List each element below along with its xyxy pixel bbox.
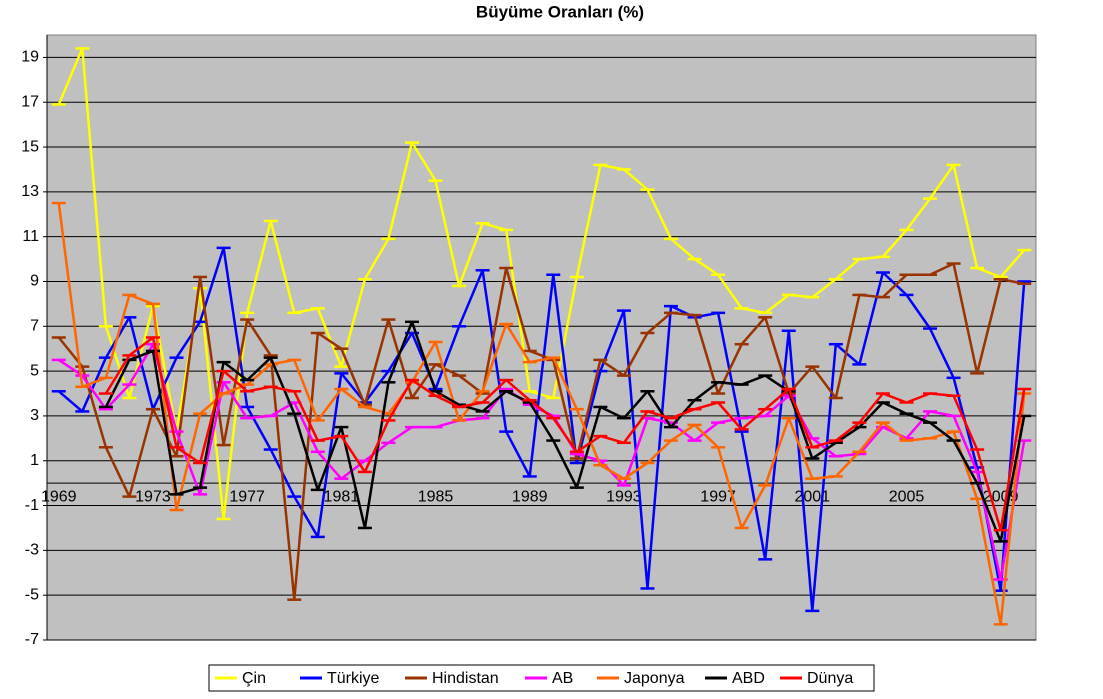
y-tick-label: 1 bbox=[30, 452, 39, 469]
legend-label: Dünya bbox=[807, 670, 853, 687]
y-tick-label: 19 bbox=[21, 49, 39, 66]
x-tick-label: 1969 bbox=[41, 488, 77, 505]
y-tick-label: -1 bbox=[25, 497, 39, 514]
y-tick-label: -7 bbox=[25, 631, 39, 648]
x-tick-label: 1993 bbox=[606, 488, 642, 505]
chart-title: Büyüme Oranları (%) bbox=[476, 2, 644, 21]
series-line bbox=[104, 320, 1026, 543]
x-tick-label: 1981 bbox=[324, 488, 360, 505]
y-tick-label: -3 bbox=[25, 542, 39, 559]
y-tick-label: 5 bbox=[30, 362, 39, 379]
x-tick-label: 2005 bbox=[889, 488, 925, 505]
y-tick-label: 15 bbox=[21, 138, 39, 155]
series-line bbox=[57, 246, 1026, 613]
legend-label: Türkiye bbox=[327, 670, 380, 687]
plot-area bbox=[46, 34, 1037, 641]
y-tick-label: 11 bbox=[22, 228, 39, 245]
series-line bbox=[57, 202, 1026, 626]
x-tick-label: 1973 bbox=[135, 488, 171, 505]
y-tick-label: -5 bbox=[25, 586, 39, 603]
x-tick-label: 2001 bbox=[795, 488, 831, 505]
x-tick-label: 1985 bbox=[418, 488, 454, 505]
y-tick-label: 13 bbox=[21, 183, 39, 200]
legend-label: ABD bbox=[732, 670, 765, 687]
legend-label: Çin bbox=[242, 670, 266, 687]
x-tick-label: 1977 bbox=[229, 488, 265, 505]
y-tick-label: 7 bbox=[30, 318, 39, 335]
legend-label: Japonya bbox=[624, 670, 685, 687]
series-line bbox=[104, 336, 1026, 532]
legend-label: Hindistan bbox=[432, 670, 499, 687]
legend-label: AB bbox=[552, 670, 573, 687]
x-tick-label: 1997 bbox=[700, 488, 736, 505]
y-tick-label: 17 bbox=[21, 93, 39, 110]
y-tick-label: 3 bbox=[30, 407, 39, 424]
x-tick-label: 1989 bbox=[512, 488, 548, 505]
y-tick-label: 9 bbox=[30, 273, 39, 290]
